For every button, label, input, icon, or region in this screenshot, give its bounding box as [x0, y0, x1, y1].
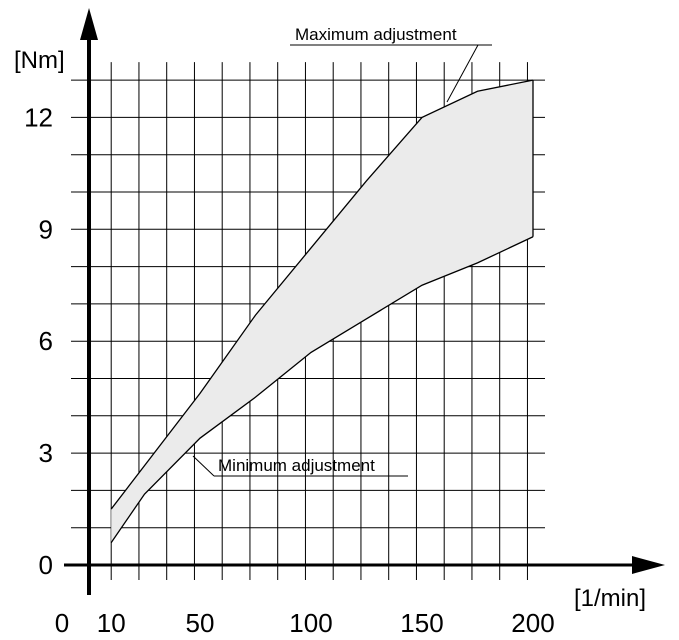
max-leader-line [446, 44, 479, 103]
x-tick-label: 10 [97, 608, 126, 638]
x-tick-label: 50 [186, 608, 215, 638]
y-tick-label: 9 [39, 214, 53, 244]
min-leader-line [192, 455, 215, 477]
y-axis-label: [Nm] [14, 47, 65, 74]
x-tick-label: 200 [511, 608, 554, 638]
max-adjustment-line [110, 79, 534, 510]
series-lines [110, 79, 534, 543]
max-adjustment-label: Maximum adjustment [295, 25, 457, 44]
y-axis-arrow [80, 8, 98, 40]
min-adjustment-line [110, 236, 534, 543]
x-tick-label-origin: 0 [55, 608, 69, 638]
axes [64, 8, 665, 595]
x-tick-label: 100 [289, 608, 332, 638]
x-axis-label: [1/min] [574, 585, 646, 612]
y-tick-labels: 0 3 6 9 12 [24, 102, 53, 580]
max-annotation: Maximum adjustment [290, 25, 492, 103]
y-tick-label: 12 [24, 102, 53, 132]
y-tick-label: 6 [39, 326, 53, 356]
x-tick-label: 150 [400, 608, 443, 638]
x-tick-labels: 0 10 50 100 150 200 [55, 608, 555, 638]
y-tick-label: 0 [39, 550, 53, 580]
x-axis-arrow [632, 556, 665, 574]
y-tick-label: 3 [39, 438, 53, 468]
adjustment-range-band [111, 80, 533, 543]
min-annotation: Minimum adjustment [192, 455, 408, 477]
min-adjustment-label: Minimum adjustment [218, 456, 375, 475]
